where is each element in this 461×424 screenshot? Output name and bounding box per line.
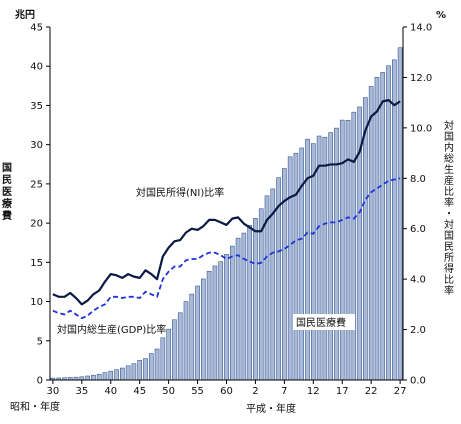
right-tick-label: 14.0: [410, 23, 432, 34]
right-tick-label: 2.0: [410, 325, 426, 336]
bar-S44: [131, 363, 137, 381]
bar-S52: [177, 312, 183, 381]
x-tick-label: 30: [47, 386, 60, 397]
x-tick-label: 2: [252, 386, 258, 397]
bar-S45: [137, 360, 143, 381]
gdp-ratio-line: [52, 177, 401, 320]
bar-H22: [368, 86, 374, 381]
bar-H9: [293, 152, 299, 381]
bar-S48: [154, 348, 160, 381]
bar-S58: [212, 265, 218, 381]
left-tick-label: 0: [37, 376, 43, 387]
right-tick-label: 12.0: [410, 73, 432, 84]
bar-H16: [334, 127, 339, 381]
bar-S39: [102, 372, 108, 381]
x-tick-label: 22: [365, 386, 378, 397]
bar-S62: [235, 237, 241, 381]
left-tick-label: 30: [30, 140, 43, 151]
bar-S43: [125, 365, 131, 381]
heisei-axis-label: 平成・年度: [246, 402, 296, 415]
bar-S42: [120, 367, 125, 381]
bar-H27: [397, 47, 403, 381]
left-tick-label: 20: [30, 219, 43, 230]
left-tick-label: 15: [30, 258, 43, 269]
bar-H17: [339, 119, 345, 381]
bar-S40: [108, 370, 114, 381]
x-tick-label: 50: [162, 386, 175, 397]
line-series: [52, 99, 401, 320]
bar-S61: [229, 245, 235, 381]
x-tick-label: 7: [281, 386, 287, 397]
bar-S49: [160, 337, 166, 381]
bar-H21: [363, 97, 368, 381]
bar-S63: [241, 232, 247, 381]
bar-H12: [310, 143, 316, 381]
bar-H11: [305, 138, 310, 381]
bar-H8: [287, 156, 293, 381]
ni-ratio-annotation: 対国民所得(NI)比率: [136, 186, 224, 199]
right-tick-label: 10.0: [410, 123, 432, 134]
right-axis-label: 対国内総生産比率・対国民所得比率: [442, 119, 454, 296]
bar-S55: [195, 285, 200, 381]
bar-S54: [189, 293, 195, 381]
bar-H3: [258, 208, 264, 381]
bar-H2: [253, 218, 258, 381]
x-tick-label: 35: [75, 386, 88, 397]
x-tick-label: 45: [133, 386, 146, 397]
left-tick-label: 10: [30, 297, 43, 308]
bar-S57: [206, 270, 212, 381]
bar-S41: [114, 369, 119, 381]
bar-S60: [224, 254, 229, 381]
ni-ratio-line: [52, 99, 401, 306]
tick-labels: 0 5 10 15 20 25 30 35 40 45 0.0 2.0 4.0 6.0 8.0 10.0 12.…: [30, 23, 432, 398]
right-tick-label: 8.0: [410, 174, 426, 185]
bar-series: [50, 47, 403, 381]
bar-S47: [148, 353, 154, 381]
left-tick-label: 35: [30, 101, 43, 112]
bar-H23: [374, 76, 380, 381]
bar-S53: [183, 301, 189, 381]
left-axis-unit: 兆円: [15, 8, 35, 21]
bar-H14: [322, 136, 328, 381]
left-axis-label: 国民医療費: [0, 162, 12, 222]
right-tick-label: 0.0: [410, 376, 426, 387]
gdp-ratio-annotation: 対国内総生産(GDP)比率: [57, 323, 166, 336]
bar-S56: [201, 278, 206, 381]
showa-axis-label: 昭和・年度: [10, 400, 60, 413]
bar-H24: [380, 72, 386, 381]
left-tick-label: 40: [30, 62, 43, 73]
bar-S37: [91, 374, 96, 381]
x-tick-label: 40: [104, 386, 117, 397]
bar-series-annotation: 国民医療費: [296, 316, 346, 329]
x-tick-label: 27: [394, 386, 407, 397]
right-axis-unit: %: [436, 10, 446, 21]
bar-H26: [391, 59, 397, 381]
right-tick-label: 4.0: [410, 275, 426, 286]
bar-S59: [218, 261, 224, 381]
bar-S46: [143, 358, 148, 381]
bar-S38: [96, 373, 102, 381]
left-tick-label: 25: [30, 179, 43, 190]
bar-H13: [316, 135, 322, 381]
x-tick-label: 55: [191, 386, 204, 397]
axes: [46, 26, 407, 384]
bar-label-background: [293, 314, 355, 330]
right-tick-label: 6.0: [410, 224, 426, 235]
bar-S51: [172, 319, 177, 381]
bar-H25: [386, 65, 391, 381]
x-tick-label: 17: [336, 386, 349, 397]
bar-H5: [270, 188, 276, 381]
bar-H1: [247, 224, 252, 381]
bar-H19: [351, 111, 357, 381]
bar-H15: [328, 132, 333, 381]
left-tick-label: 5: [37, 336, 43, 347]
bar-S50: [166, 328, 171, 381]
left-tick-label: 45: [30, 23, 43, 34]
bar-S36: [85, 375, 90, 381]
x-tick-label: 60: [220, 386, 233, 397]
x-tick-label: 12: [307, 386, 320, 397]
